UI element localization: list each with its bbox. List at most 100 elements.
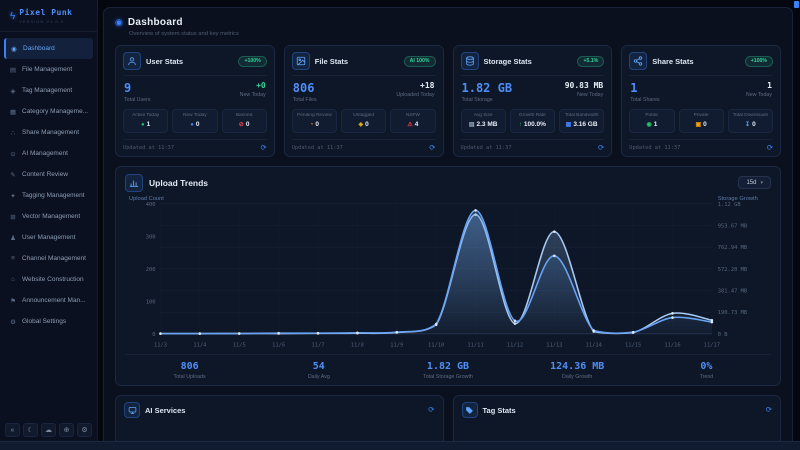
svg-text:11/15: 11/15 — [625, 342, 641, 348]
updated-timestamp: Updated at 11:37 — [460, 144, 512, 151]
monitor-icon — [124, 402, 140, 419]
sidebar-item-file-management[interactable]: ▤ File Management — [4, 59, 93, 80]
language-button[interactable]: ⊕ — [59, 423, 74, 437]
window-bottom-edge — [0, 441, 800, 450]
sidebar-item-announcement-management[interactable]: ⚑ Announcement Man... — [4, 290, 93, 311]
palette-button[interactable]: ☁ — [41, 423, 56, 437]
panel-title: AI Services — [145, 405, 186, 415]
dashboard-icon: ◉ — [11, 45, 17, 53]
chip-value: 3.16 GB — [573, 121, 598, 128]
users-icon: ♟ — [10, 234, 16, 242]
total-shares-label: Total Shares — [630, 97, 660, 103]
stat-chip: Pending Review ◔ 0 — [291, 109, 337, 133]
upload-trends-chart[interactable]: 11/3 11/4 11/5 11/6 11/7 11/8 11/9 11/10 11/11 11… — [125, 194, 771, 352]
lightning-logo-icon: ϟ — [10, 10, 16, 22]
collapse-sidebar-button[interactable]: « — [5, 423, 20, 437]
total-users-label: Total Users — [124, 97, 151, 103]
svg-text:Upload Count: Upload Count — [129, 195, 164, 201]
refresh-icon[interactable]: ⟳ — [597, 143, 605, 152]
theme-toggle-button[interactable]: ☾ — [23, 423, 38, 437]
total-shares-value: 1 — [630, 81, 638, 95]
svg-text:190.73 MB: 190.73 MB — [718, 310, 747, 316]
summary-daily-avg: 54 Daily Avg — [254, 361, 383, 380]
stat-chip: Active Today ● 1 — [123, 109, 169, 133]
sidebar-item-channel-management[interactable]: ≡ Channel Management — [4, 248, 93, 269]
chip-label: Pending Review — [297, 113, 332, 118]
vector-icon: ⊞ — [10, 213, 16, 221]
svg-text:11/7: 11/7 — [312, 342, 325, 348]
trends-summary-row: 806 Total Uploads 54 Daily Avg 1.82 GB T… — [125, 354, 771, 380]
share-stats-card: Share Stats +100% 1 Total Shares 1 New T… — [621, 45, 781, 157]
sidebar-item-dashboard[interactable]: ◉ Dashboard — [4, 38, 93, 59]
refresh-icon[interactable]: ⟳ — [765, 405, 772, 415]
chip-value: 0 — [703, 121, 707, 128]
sidebar-item-content-review[interactable]: ✎ Content Review — [4, 164, 93, 185]
svg-text:Storage Growth: Storage Growth — [718, 195, 758, 201]
sidebar-item-tag-management[interactable]: ◈ Tag Management — [4, 80, 93, 101]
gear-icon: ⚙ — [81, 427, 88, 434]
new-user-icon: ● — [190, 122, 194, 128]
scrollbar-thumb[interactable] — [794, 1, 799, 8]
updated-timestamp: Updated at 11:37 — [291, 144, 343, 151]
database-icon — [460, 52, 479, 70]
app-version: VERSION V1.0.0 — [19, 19, 64, 24]
chip-label: Public — [645, 113, 659, 118]
refresh-icon[interactable]: ⟳ — [429, 143, 436, 152]
sidebar-item-label: Channel Management — [22, 255, 86, 262]
svg-text:200: 200 — [146, 266, 156, 272]
sidebar-item-vector-management[interactable]: ⊞ Vector Management — [4, 206, 93, 227]
shares-new-today-value: 1 — [767, 81, 772, 90]
bar-chart-icon — [125, 173, 143, 192]
avg-size-icon: ▤ — [468, 122, 475, 128]
page-header: ◉ Dashboard Overview of system status an… — [115, 17, 781, 37]
stat-chip: Banned ⊘ 0 — [221, 109, 267, 133]
stat-chip: Public ◉ 1 — [629, 109, 675, 133]
sidebar-item-label: Global Settings — [22, 318, 67, 325]
tag-icon: ◈ — [10, 87, 16, 95]
sidebar-item-label: Website Construction — [22, 276, 84, 283]
storage-stats-card: Storage Stats +5.1% 1.82 GB Total Storag… — [452, 45, 613, 157]
sidebar-item-tagging-management[interactable]: ✦ Tagging Management — [4, 185, 93, 206]
file-stats-card: File Stats AI 100% 806 Total Files +18 U… — [283, 45, 444, 157]
summary-label: Total Uploads — [173, 374, 206, 381]
chip-value: 0 — [752, 121, 756, 128]
chip-label: Growth Rate — [518, 113, 546, 118]
range-selector[interactable]: 15d ▾ — [738, 176, 771, 189]
total-files-label: Total Files — [292, 97, 317, 103]
card-title: File Stats — [314, 56, 349, 66]
sidebar-item-label: Vector Management — [22, 213, 81, 220]
settings-button[interactable]: ⚙ — [77, 423, 92, 437]
panel-title: Tag Stats — [482, 405, 516, 415]
svg-text:11/5: 11/5 — [233, 342, 246, 348]
total-users-value: 9 — [124, 81, 132, 95]
refresh-icon[interactable]: ⟳ — [260, 143, 267, 152]
svg-text:11/6: 11/6 — [272, 342, 285, 348]
sidebar-item-category-management[interactable]: ▦ Category Manageme... — [4, 101, 93, 122]
sidebar-item-share-management[interactable]: ∴ Share Management — [4, 122, 93, 143]
chip-value: 2.3 MB — [476, 121, 498, 128]
sidebar-item-global-settings[interactable]: ⚙ Global Settings — [4, 311, 93, 332]
untagged-icon: ◈ — [358, 122, 364, 128]
range-value: 15d — [746, 179, 757, 186]
stat-chip: NSFW ⚠ 4 — [390, 109, 436, 133]
chip-value: 1 — [653, 121, 658, 128]
sidebar-item-ai-management[interactable]: ⊙ AI Management — [4, 143, 93, 164]
lock-icon: ▣ — [695, 122, 702, 128]
chip-label: Untagged — [353, 113, 375, 118]
svg-text:0: 0 — [152, 331, 155, 337]
refresh-icon[interactable]: ⟳ — [766, 143, 773, 152]
shares-new-today-label: New Today — [745, 92, 772, 98]
svg-text:100: 100 — [146, 299, 156, 305]
sidebar: ϟ Pixel Punk VERSION V1.0.0 ◉ Dashboard … — [0, 0, 98, 450]
page-subtitle: Overview of system status and key metric… — [129, 31, 239, 37]
sidebar-item-website-construction[interactable]: ⌂ Website Construction — [4, 269, 93, 290]
refresh-icon[interactable]: ⟳ — [428, 405, 435, 415]
main-panel: ◉ Dashboard Overview of system status an… — [103, 7, 793, 450]
svg-text:11/14: 11/14 — [586, 342, 602, 348]
svg-text:381.47 MB: 381.47 MB — [718, 288, 747, 294]
stat-chip: New Today ● 0 — [172, 109, 218, 133]
active-dot-icon: ● — [141, 122, 145, 128]
svg-text:11/16: 11/16 — [664, 342, 680, 348]
sidebar-item-label: Announcement Man... — [22, 297, 86, 304]
sidebar-item-user-management[interactable]: ♟ User Management — [4, 227, 93, 248]
